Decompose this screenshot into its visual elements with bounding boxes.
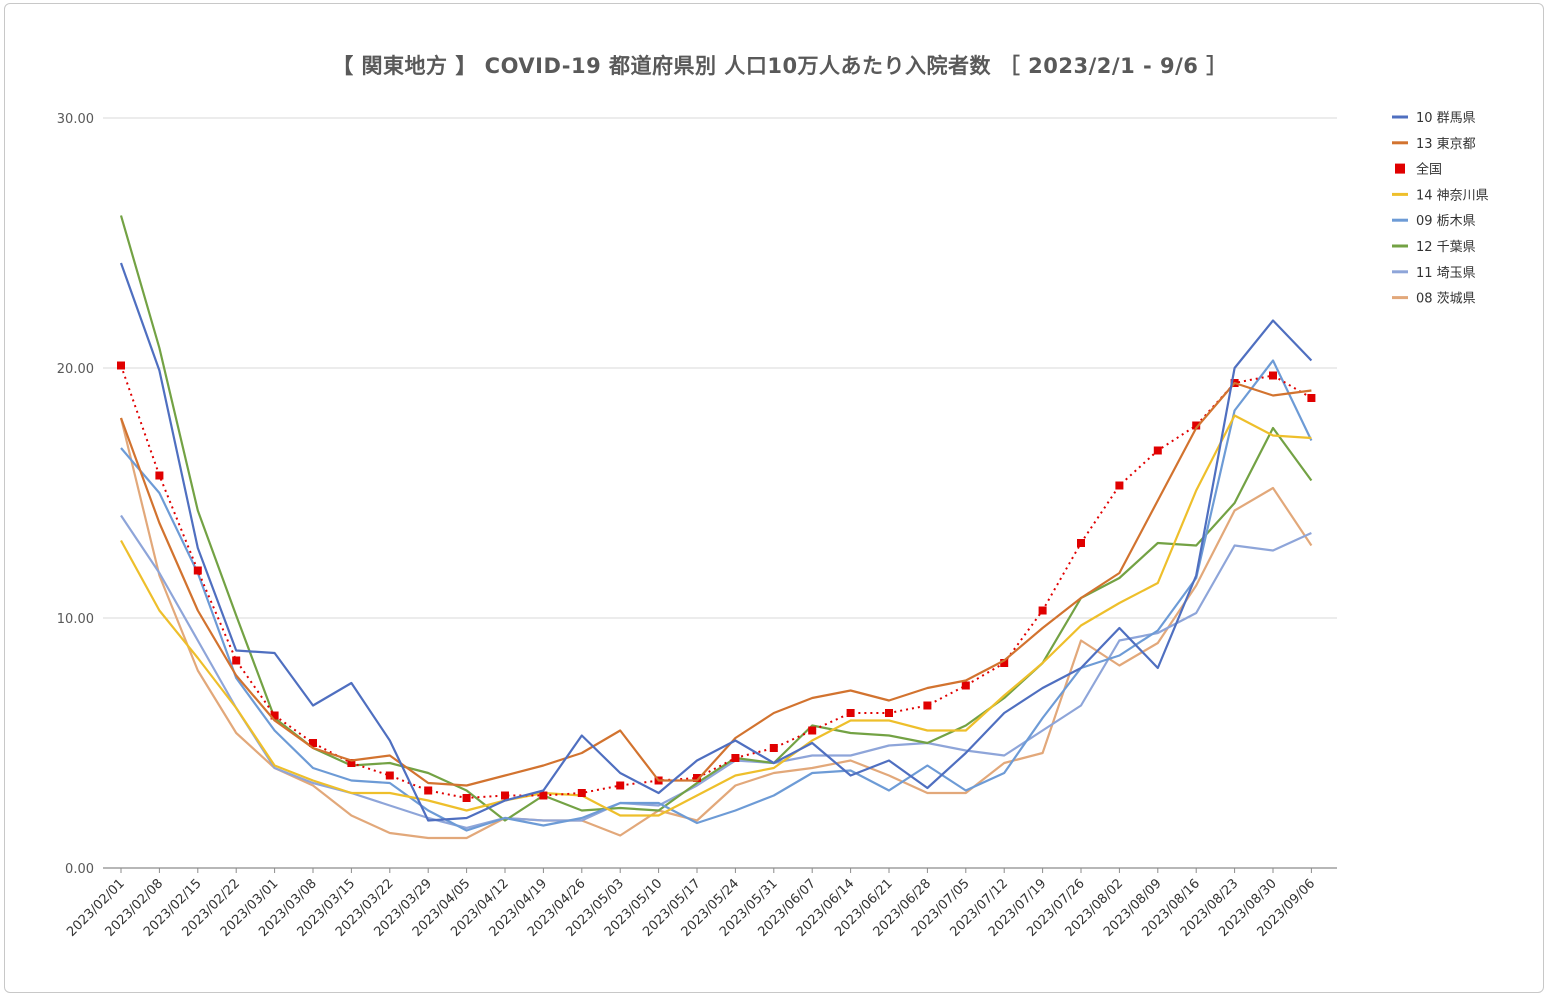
x-axis-ticks: 2023/02/012023/02/082023/02/152023/02/22… [64,868,1318,940]
legend-label: 10 群馬県 [1416,111,1476,126]
legend-label: 08 茨城県 [1416,292,1476,307]
data-point [808,726,817,735]
series-group [120,359,1313,832]
y-axis-ticks: 0.00 10.00 20.00 30.00 [57,112,94,877]
data-point [577,789,586,797]
series-lines [117,215,1316,840]
data-point [1038,606,1047,615]
data-point [693,774,701,782]
y-tick-label: 10.00 [57,612,94,627]
data-point [347,759,356,767]
series-line [119,417,1313,840]
series-line [120,414,1312,817]
legend-label: 14 神奈川県 [1416,188,1489,203]
data-point [117,361,125,370]
legend-label: 全国 [1416,162,1442,178]
data-point [385,771,394,780]
data-point [616,781,625,790]
legend-marker [1395,163,1405,174]
y-tick-label: 20.00 [57,362,94,377]
data-point [424,786,433,795]
series-line [119,381,1312,787]
series-line [119,262,1313,822]
y-tick-label: 0.00 [65,862,94,877]
series-group [119,417,1313,840]
series-line [119,215,1313,822]
data-point [539,791,548,800]
data-point [1115,481,1124,490]
data-point [462,794,471,802]
series-group [119,262,1313,822]
chart-frame [4,3,1544,993]
data-point [155,471,164,480]
data-point [309,739,317,747]
data-point [1077,539,1085,547]
chart-title: 【 関東地方 】 COVID-19 都道府県別 人口10万人あたり入院者数 ［ … [332,54,1228,78]
data-point [846,709,855,717]
series-group [119,215,1313,822]
grid-lines [103,117,1337,869]
series-line [120,359,1313,832]
data-point [769,744,778,752]
series-group [120,414,1312,817]
series-line [120,365,1312,799]
data-point [1307,394,1316,402]
series-group [120,514,1312,830]
y-tick-label: 30.00 [57,112,94,127]
data-point [232,656,241,665]
legend-label: 09 栃木県 [1416,214,1476,229]
data-point [731,754,740,762]
data-point [501,791,509,800]
data-point [1153,446,1162,455]
data-point [1000,659,1009,667]
data-point [1269,371,1277,380]
data-point [961,681,970,690]
series-line [120,514,1312,830]
legend-label: 11 埼玉県 [1416,266,1476,281]
legend-label: 13 東京都 [1416,136,1476,152]
series-group [119,381,1312,787]
data-point [923,701,932,710]
data-point [270,711,279,720]
data-point [1192,421,1201,430]
legend-label: 12 千葉県 [1416,240,1476,255]
data-point [885,709,893,717]
data-point [193,566,202,575]
